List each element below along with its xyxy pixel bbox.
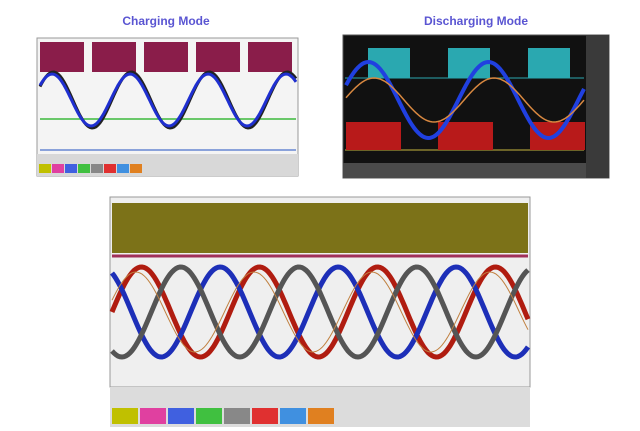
waveform — [344, 59, 586, 141]
channel-chip — [39, 164, 51, 173]
channel-chip — [117, 164, 129, 173]
channel-chip — [112, 408, 138, 424]
left-title: Charging Mode — [122, 14, 210, 28]
channel-chip — [196, 408, 222, 424]
pulse-block — [248, 42, 292, 72]
channel-chip — [130, 164, 142, 173]
waveform — [38, 72, 298, 128]
waveform — [110, 264, 530, 360]
waveform — [111, 271, 529, 353]
pulse-block — [528, 48, 570, 78]
pulse-block — [438, 122, 493, 150]
pulse-block — [346, 122, 401, 150]
pulse-block — [92, 42, 136, 72]
waveform — [345, 77, 585, 123]
channel-chip — [140, 408, 166, 424]
channel-chip — [252, 408, 278, 424]
channel-chip — [91, 164, 103, 173]
channel-chip — [308, 408, 334, 424]
channel-chip — [280, 408, 306, 424]
waveform — [110, 264, 531, 360]
right-title: Discharging Mode — [424, 14, 528, 28]
channel-chip — [78, 164, 90, 173]
channel-chip — [52, 164, 64, 173]
pulse-block — [40, 42, 84, 72]
charging-scope — [36, 37, 299, 177]
pulse-block — [144, 42, 188, 72]
three-phase-scope — [109, 196, 531, 427]
channel-chip — [224, 408, 250, 424]
discharging-scope — [342, 34, 610, 179]
channel-chip — [65, 164, 77, 173]
channel-chip — [168, 408, 194, 424]
channel-chip — [104, 164, 116, 173]
pulse-block — [196, 42, 240, 72]
